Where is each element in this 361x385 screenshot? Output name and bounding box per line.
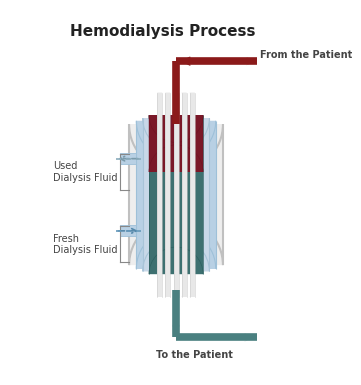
Bar: [182, 92, 187, 297]
Wedge shape: [182, 92, 187, 95]
Bar: [149, 116, 203, 274]
Bar: [125, 228, 129, 234]
Wedge shape: [190, 295, 195, 297]
Wedge shape: [129, 124, 223, 171]
Wedge shape: [165, 295, 170, 297]
Wedge shape: [143, 118, 209, 151]
Wedge shape: [165, 92, 170, 95]
Bar: [125, 156, 129, 161]
Text: From the Patient: From the Patient: [260, 50, 352, 60]
Bar: [157, 92, 162, 297]
Wedge shape: [143, 238, 209, 271]
Wedge shape: [190, 92, 195, 95]
Bar: [174, 92, 178, 297]
Text: Used
Dialysis Fluid: Used Dialysis Fluid: [53, 161, 117, 183]
Wedge shape: [149, 116, 203, 142]
Bar: [190, 92, 195, 297]
Bar: [120, 153, 136, 164]
Wedge shape: [157, 295, 162, 297]
Wedge shape: [149, 116, 203, 142]
Wedge shape: [136, 121, 216, 161]
Wedge shape: [136, 229, 216, 269]
Text: Fresh
Dialysis Fluid: Fresh Dialysis Fluid: [53, 234, 117, 255]
Wedge shape: [174, 92, 178, 95]
Bar: [120, 226, 136, 236]
Wedge shape: [182, 295, 187, 297]
Text: Hemodialysis Process: Hemodialysis Process: [70, 24, 255, 39]
Bar: [149, 116, 203, 172]
Wedge shape: [129, 218, 223, 265]
Bar: [143, 118, 209, 271]
Bar: [136, 121, 216, 269]
Wedge shape: [149, 247, 203, 274]
Wedge shape: [149, 145, 203, 172]
Wedge shape: [174, 295, 178, 297]
Text: To the Patient: To the Patient: [156, 350, 232, 360]
Bar: [165, 92, 170, 297]
Bar: [129, 124, 223, 265]
Wedge shape: [157, 92, 162, 95]
